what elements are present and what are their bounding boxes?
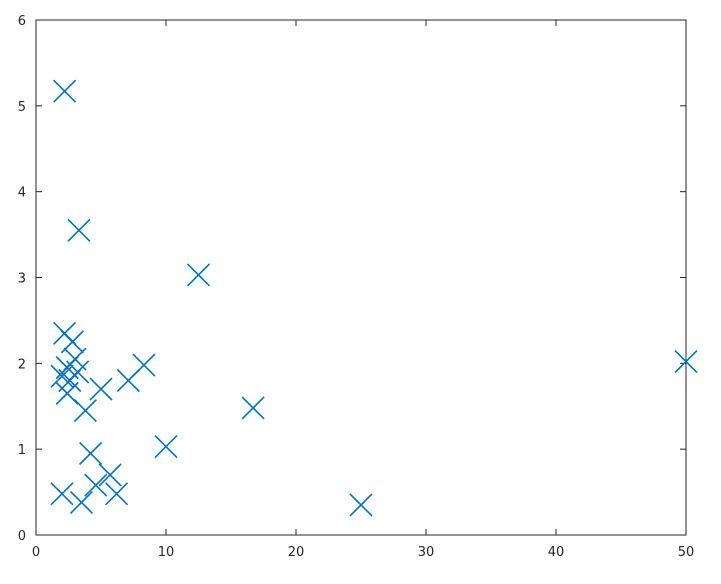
x-tick-label: 10 xyxy=(158,545,175,560)
y-tick-label: 6 xyxy=(18,14,26,29)
x-tick-label: 20 xyxy=(288,545,305,560)
data-point-stroke xyxy=(186,263,211,287)
y-tick-label: 0 xyxy=(18,529,26,544)
data-point xyxy=(50,482,74,506)
x-tick-label: 40 xyxy=(548,545,565,560)
data-point xyxy=(53,79,77,103)
ticks xyxy=(35,19,687,536)
x-tick-label: 30 xyxy=(418,545,435,560)
x-tick-label: 0 xyxy=(32,545,40,560)
y-tick-label: 5 xyxy=(18,100,26,115)
data-point-stroke xyxy=(55,356,79,380)
data-point-stroke xyxy=(98,463,122,487)
x-tick-label: 50 xyxy=(678,545,695,560)
data-point-stroke xyxy=(50,482,74,506)
data-point-stroke xyxy=(53,79,77,103)
data-point-stroke xyxy=(79,441,103,466)
data-point-stroke xyxy=(105,482,129,506)
data-point-stroke xyxy=(55,381,79,405)
data-point xyxy=(79,441,103,466)
data-point-stroke xyxy=(89,377,113,401)
data-point xyxy=(349,493,373,517)
y-tick-label: 2 xyxy=(18,357,26,372)
data-point xyxy=(98,463,122,487)
data-point xyxy=(84,473,108,497)
data-point-stroke xyxy=(154,435,178,459)
data-point-stroke xyxy=(67,218,91,242)
data-point xyxy=(116,368,140,393)
data-point-stroke xyxy=(241,396,265,420)
data-point-stroke xyxy=(84,473,108,497)
data-point xyxy=(50,364,74,388)
data-point-stroke xyxy=(116,368,140,393)
data-point xyxy=(69,490,94,514)
data-point-stroke xyxy=(73,398,97,423)
data-point-stroke xyxy=(674,350,698,374)
data-point xyxy=(105,482,129,506)
data-point xyxy=(186,263,211,287)
y-tick-label: 4 xyxy=(18,186,26,201)
data-point-stroke xyxy=(69,490,94,514)
data-point-stroke xyxy=(66,360,90,384)
tick-labels: 0 10 20 30 40 50 0 1 2 3 4 5 6 xyxy=(18,14,695,560)
data-point xyxy=(674,350,698,374)
data-point xyxy=(154,435,178,459)
y-tick-label: 1 xyxy=(18,443,26,458)
plot-area-border xyxy=(35,19,687,536)
data-point xyxy=(89,377,113,401)
data-point xyxy=(73,398,97,423)
data-point-stroke xyxy=(349,493,373,517)
data-point xyxy=(66,360,90,384)
axes xyxy=(35,19,687,536)
y-tick-label: 3 xyxy=(18,272,26,287)
data-points xyxy=(50,79,698,517)
data-point xyxy=(67,218,91,242)
data-point xyxy=(241,396,265,420)
